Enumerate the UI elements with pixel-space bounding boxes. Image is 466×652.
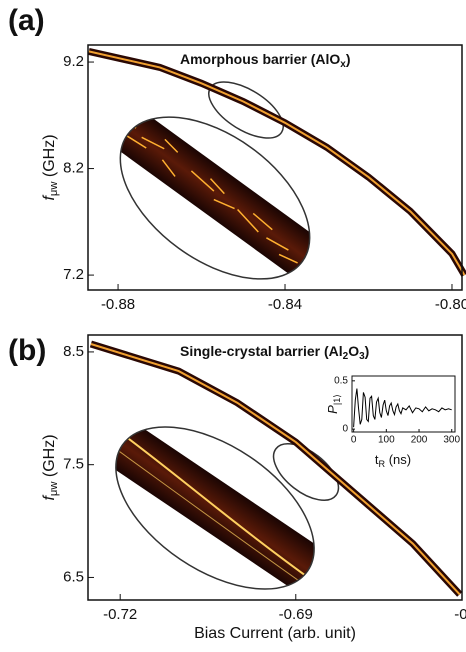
x-label-part: R xyxy=(379,459,386,469)
x-tick-label: 100 xyxy=(378,435,395,446)
x-tick-label: -0.66 xyxy=(454,606,466,623)
zoom-a xyxy=(95,81,339,298)
panel-label: (b) xyxy=(8,334,46,367)
axes-frame xyxy=(87,334,463,601)
title-part: O xyxy=(348,343,359,359)
x-label-part: (ns) xyxy=(385,452,411,467)
y-axis-label: P|1⟩ xyxy=(325,394,342,414)
y-axis-label: fμw (GHz) xyxy=(41,134,60,200)
x-tick-label: 0 xyxy=(351,435,357,446)
x-tick-label: -0.72 xyxy=(103,606,137,623)
x-axis-label: Bias Current (arb. unit) xyxy=(194,625,356,642)
y-label-part: (GHz) xyxy=(41,134,58,181)
y-label-part: |1⟩ xyxy=(332,394,342,405)
title-part: x xyxy=(340,59,346,70)
axes-frame xyxy=(351,375,456,433)
y-tick-label: 0 xyxy=(342,424,348,435)
panel-title: Amorphous barrier (AlOx) xyxy=(180,51,350,70)
y-label-part: (GHz) xyxy=(41,434,58,481)
x-tick-label: -0.80 xyxy=(435,296,466,313)
title-part: Single-crystal barrier (Al xyxy=(180,343,343,359)
y-axis-label: fμw (GHz) xyxy=(41,434,60,500)
x-tick-label: 300 xyxy=(443,435,460,446)
y-tick-label: 7.5 xyxy=(63,456,84,473)
x-tick-label: -0.84 xyxy=(268,296,302,313)
title-part: 3 xyxy=(359,351,365,362)
y-tick-label: 8.2 xyxy=(63,160,84,177)
x-label-part: Bias Current (arb. unit) xyxy=(194,625,356,642)
title-part: 2 xyxy=(343,351,349,362)
zoom-b xyxy=(89,410,343,615)
line xyxy=(90,343,461,596)
x-tick-label: -0.69 xyxy=(279,606,313,623)
x-tick-label: 200 xyxy=(411,435,428,446)
panel-title: Single-crystal barrier (Al2O3) xyxy=(180,343,369,362)
x-axis-label: tR (ns) xyxy=(375,452,411,469)
title-part: Amorphous barrier (AlO xyxy=(180,51,340,67)
y-tick-label: 9.2 xyxy=(63,53,84,70)
y-label-part: μw xyxy=(48,481,60,496)
y-tick-label: 7.2 xyxy=(63,266,84,283)
line xyxy=(353,388,452,428)
panel-label: (a) xyxy=(8,4,45,37)
y-label-part: f xyxy=(41,195,58,201)
y-tick-label: 6.5 xyxy=(63,568,84,585)
x-label-part: t xyxy=(375,452,379,467)
y-tick-label: 0.5 xyxy=(334,375,348,386)
inset-bg xyxy=(352,376,455,432)
line xyxy=(88,50,466,276)
title-part: ) xyxy=(346,51,351,67)
axes-frame xyxy=(87,44,463,291)
y-label-part: P xyxy=(325,405,340,414)
y-label-part: μw xyxy=(48,181,60,196)
x-tick-label: -0.88 xyxy=(101,296,135,313)
y-tick-label: 8.5 xyxy=(63,343,84,360)
y-label-part: f xyxy=(41,495,58,501)
title-part: ) xyxy=(365,343,370,359)
